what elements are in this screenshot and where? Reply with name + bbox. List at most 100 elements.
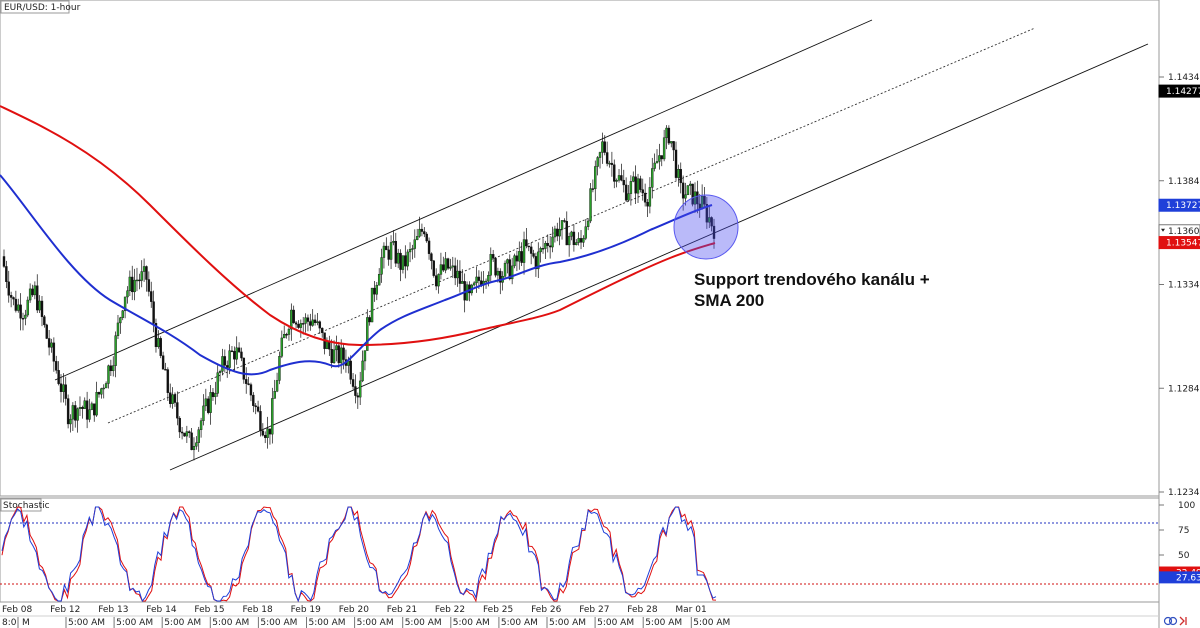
candle-body bbox=[95, 392, 98, 416]
candle-body bbox=[316, 321, 319, 324]
candle-body bbox=[150, 291, 153, 302]
candle-body bbox=[672, 141, 675, 151]
candle-body bbox=[636, 178, 640, 194]
candle-body bbox=[218, 371, 222, 373]
candle-body bbox=[66, 398, 70, 425]
candle-body bbox=[643, 192, 647, 203]
candle-body bbox=[570, 231, 573, 237]
candle-body bbox=[551, 236, 554, 248]
candle-body bbox=[366, 317, 369, 351]
candle-body bbox=[591, 188, 595, 190]
candle-body bbox=[83, 400, 86, 409]
candle-body bbox=[477, 276, 481, 281]
price-tick-label: 1.12845 bbox=[1168, 384, 1200, 394]
candle-body bbox=[28, 288, 32, 301]
candle-body bbox=[71, 405, 75, 420]
candle-body bbox=[64, 384, 67, 399]
candle-body bbox=[620, 175, 623, 181]
candle-body bbox=[266, 428, 269, 438]
date-label: Feb 18 bbox=[243, 605, 274, 615]
candle-body bbox=[389, 242, 393, 260]
candle-body bbox=[558, 229, 561, 237]
candle-body bbox=[297, 324, 300, 328]
channel-upper-line bbox=[54, 19, 873, 381]
candle-body bbox=[432, 260, 435, 276]
candle-body bbox=[415, 236, 419, 240]
candle-body bbox=[26, 299, 29, 316]
candle-body bbox=[456, 270, 459, 279]
candle-body bbox=[603, 141, 606, 153]
candle-body bbox=[264, 434, 267, 438]
annotation-line-2: SMA 200 bbox=[694, 291, 764, 310]
date-label: Feb 22 bbox=[435, 605, 465, 615]
candle-body bbox=[271, 398, 274, 435]
date-label: Feb 27 bbox=[579, 605, 609, 615]
date-label: Feb 28 bbox=[627, 605, 658, 615]
candle-body bbox=[154, 323, 158, 348]
candle-body bbox=[166, 369, 170, 393]
time-label: 5:00 AM bbox=[501, 618, 538, 628]
candle-body bbox=[292, 309, 295, 323]
candle-body bbox=[449, 266, 452, 269]
candle-body bbox=[178, 417, 181, 433]
link-icon[interactable] bbox=[1163, 616, 1178, 626]
candle-body bbox=[363, 350, 367, 362]
candle-body bbox=[273, 391, 276, 399]
candle-body bbox=[508, 259, 511, 280]
candlestick-series bbox=[2, 125, 716, 461]
candle-body bbox=[121, 310, 124, 318]
stochastic-value-labels: 32.4927.63 bbox=[1159, 566, 1200, 584]
candle-body bbox=[373, 287, 376, 295]
candle-body bbox=[330, 348, 333, 364]
candle-body bbox=[584, 226, 587, 239]
candle-body bbox=[546, 242, 549, 246]
candle-body bbox=[658, 155, 661, 162]
candle-body bbox=[594, 166, 597, 190]
time-label: 5:00 AM bbox=[357, 618, 394, 628]
candle-body bbox=[518, 251, 521, 262]
candle-body bbox=[520, 251, 523, 263]
candle-body bbox=[195, 442, 198, 447]
candle-body bbox=[380, 257, 383, 275]
candle-body bbox=[228, 350, 231, 368]
candle-body bbox=[55, 361, 58, 371]
candle-body bbox=[235, 347, 238, 360]
candle-body bbox=[140, 271, 143, 281]
candle-body bbox=[565, 221, 568, 246]
time-label: 5:00 AM bbox=[116, 618, 153, 628]
candle-body bbox=[9, 295, 13, 298]
candle-body bbox=[527, 245, 530, 248]
candle-body bbox=[496, 270, 500, 276]
candle-body bbox=[437, 274, 440, 287]
stochastic-k-line bbox=[1, 506, 717, 603]
stochastic-value-text: 27.63 bbox=[1176, 573, 1200, 583]
candle-body bbox=[97, 392, 101, 395]
candle-body bbox=[278, 356, 281, 381]
candle-body bbox=[670, 141, 673, 144]
candle-body bbox=[427, 240, 431, 254]
candle-body bbox=[207, 398, 210, 413]
candle-body bbox=[285, 334, 288, 336]
price-label-box bbox=[1158, 198, 1200, 212]
stochastic-d-line bbox=[1, 506, 717, 603]
price-pointer-icon bbox=[1161, 228, 1165, 232]
candle-body bbox=[152, 301, 155, 324]
candle-body bbox=[287, 328, 291, 335]
candle-body bbox=[159, 338, 162, 356]
candle-body bbox=[515, 255, 519, 262]
candle-body bbox=[653, 162, 656, 169]
time-label: 5:00 AM bbox=[68, 618, 105, 628]
time-label: 5:00 AM bbox=[597, 618, 634, 628]
stochastic-title: Stochastic bbox=[3, 501, 50, 511]
candle-body bbox=[579, 238, 583, 243]
time-label: M bbox=[22, 618, 30, 628]
candle-body bbox=[434, 275, 438, 287]
candle-body bbox=[513, 255, 516, 267]
candle-body bbox=[7, 281, 10, 296]
scroll-to-end-icon[interactable] bbox=[1179, 616, 1187, 626]
candle-body bbox=[204, 398, 208, 407]
candle-body bbox=[556, 228, 559, 237]
price-label-text: 1.14277 bbox=[1166, 87, 1200, 97]
candle-body bbox=[487, 275, 490, 282]
candle-body bbox=[394, 241, 398, 264]
